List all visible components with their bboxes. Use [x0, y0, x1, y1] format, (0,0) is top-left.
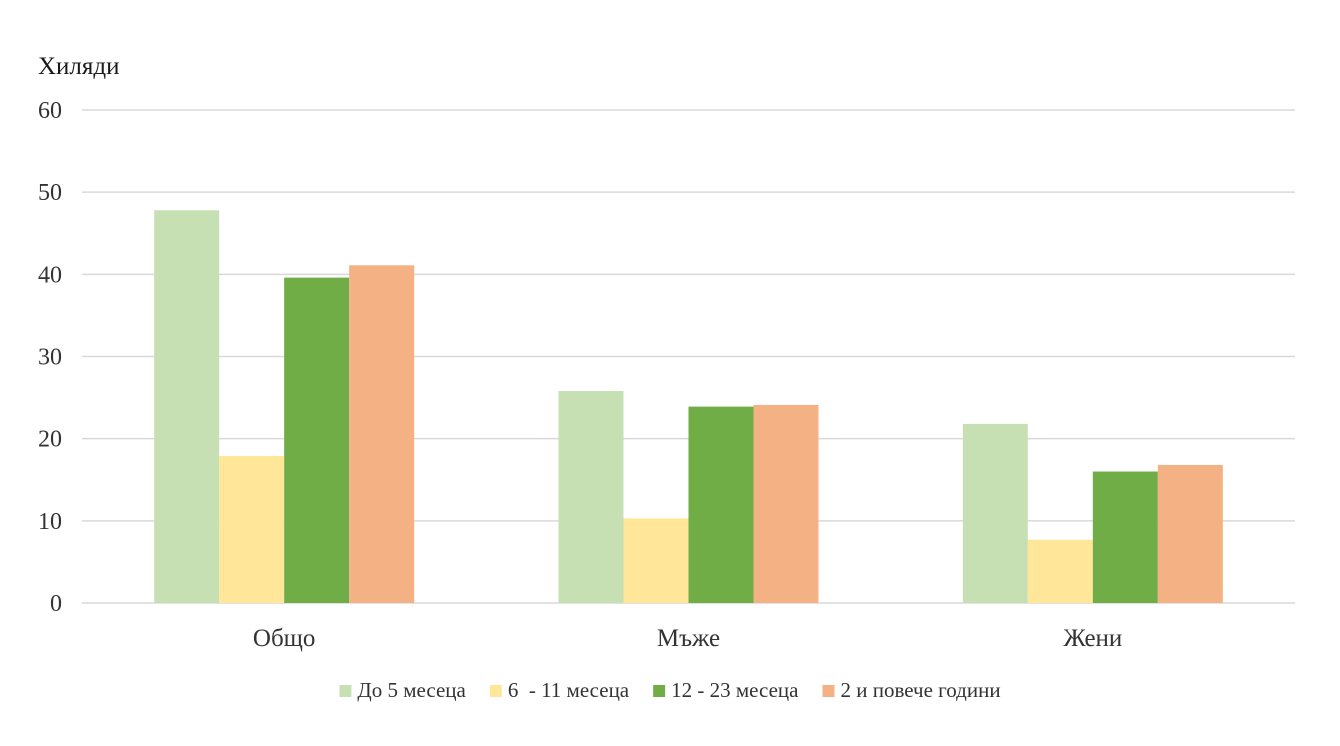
- y-tick-label: 20: [38, 427, 62, 453]
- y-axis-unit-label: Хиляди: [38, 53, 120, 80]
- legend-swatch: [653, 685, 666, 697]
- legend-item: 6 - 11 месеца: [489, 678, 630, 702]
- bar: [154, 210, 220, 603]
- x-category-label: Жени: [1063, 625, 1122, 652]
- bar: [1027, 539, 1093, 603]
- x-axis-labels: Общо Мъже Жени: [253, 625, 1122, 652]
- y-tick-label: 60: [38, 98, 62, 124]
- legend-label: До 5 месеца: [357, 678, 466, 702]
- y-tick-label: 30: [38, 345, 62, 371]
- legend-label: 6 - 11 месеца: [508, 678, 630, 702]
- bar: [623, 518, 689, 603]
- legend-item: 12 - 23 месеца: [653, 678, 799, 702]
- bar: [1157, 464, 1223, 603]
- bar: [284, 277, 350, 603]
- legend-label: 2 и повече години: [840, 678, 1000, 702]
- bar: [962, 423, 1028, 603]
- legend: До 5 месеца 6 - 11 месеца 12 - 23 месеца 2 …: [339, 678, 1001, 702]
- legend-item: 2 и повече години: [822, 678, 1001, 702]
- bar: [688, 406, 754, 603]
- legend-label: 12 - 23 месеца: [671, 678, 799, 702]
- y-tick-label: 40: [38, 262, 62, 288]
- y-axis-ticks: 0 10 20 30 40 50 60: [38, 98, 62, 617]
- bars: [154, 210, 1223, 603]
- bar: [1092, 471, 1158, 603]
- bar: [219, 455, 285, 603]
- legend-swatch: [339, 685, 352, 697]
- bar: [753, 404, 819, 603]
- x-category-label: Мъже: [657, 625, 720, 652]
- legend-item: До 5 месеца: [339, 678, 467, 702]
- x-category-label: Общо: [253, 625, 316, 652]
- legend-swatch: [489, 685, 502, 697]
- legend-swatch: [822, 685, 835, 697]
- y-tick-label: 0: [50, 591, 62, 617]
- y-tick-label: 50: [38, 180, 62, 206]
- y-tick-label: 10: [38, 509, 62, 535]
- bar: [349, 265, 415, 603]
- bar: [558, 391, 624, 603]
